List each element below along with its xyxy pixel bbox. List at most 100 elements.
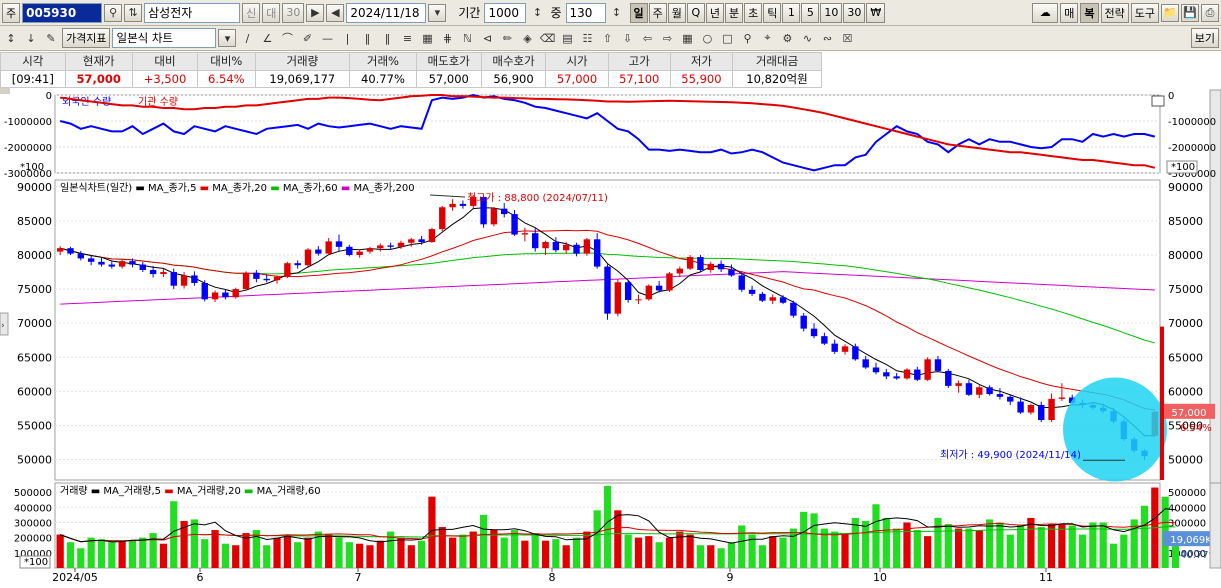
scale-label-box — [1166, 160, 1198, 174]
edit-icon[interactable]: ✎ — [46, 31, 56, 45]
period-button-minute[interactable]: 분 — [725, 2, 744, 23]
multi-button[interactable]: 복 — [1080, 2, 1099, 23]
period-button-quarter[interactable]: Q — [686, 2, 705, 23]
y-tick-label: 0 — [46, 91, 52, 102]
zoom-icon[interactable]: ⚲ — [743, 31, 752, 45]
period-button-year[interactable]: 년 — [705, 2, 725, 23]
circle-icon[interactable]: ○ — [702, 31, 713, 45]
view-button[interactable]: 보기 — [1190, 28, 1219, 48]
period-button-month[interactable]: 월 — [667, 2, 686, 23]
interval-button-5[interactable]: 5 — [801, 2, 820, 23]
drawing-toolbar: ↕ ↓ ✎ 가격지표 일본식 차트 ▾ ∕ ∠ ⌒ ✐ — | ‖ ‖ ≡ ▦ … — [0, 26, 1221, 51]
chart-type-select[interactable]: 일본식 차트 — [112, 28, 217, 48]
down-arrow-icon[interactable]: ↓ — [26, 31, 36, 45]
color-icon[interactable]: ◈ — [523, 31, 532, 45]
volume-bar — [820, 528, 828, 568]
market-type-button[interactable]: 주 — [2, 2, 21, 23]
candle-body — [129, 261, 136, 265]
credit-button[interactable]: 신 — [242, 2, 261, 23]
sort-icon[interactable]: ⇅ — [124, 3, 143, 22]
fibonacci-retracement-icon[interactable]: ≡ — [402, 31, 413, 45]
candle-body — [852, 346, 859, 360]
tools-button[interactable]: 도구 — [1130, 2, 1159, 23]
up-down-icon[interactable]: ↕ — [6, 31, 16, 45]
candle-body — [294, 263, 301, 266]
calendar-dropdown-icon[interactable]: ▾ — [428, 3, 447, 22]
candle-body — [98, 261, 105, 265]
candle-body — [562, 244, 570, 251]
change-pct-label: 6.54% — [1180, 423, 1212, 434]
chevron-down-icon[interactable]: ▾ — [218, 29, 237, 47]
period-button-tick[interactable]: 틱 — [763, 2, 782, 23]
volume-bar — [800, 511, 808, 568]
speed-lines-icon[interactable]: ℕ — [463, 31, 472, 45]
legend-title: 거래량 — [60, 485, 91, 497]
text-box-icon[interactable]: ▦ — [682, 31, 693, 45]
text-icon[interactable]: ☷ — [582, 31, 593, 45]
arrow-left-icon[interactable]: ⇦ — [642, 31, 653, 45]
date-field[interactable]: 2024/11/18 — [346, 2, 427, 23]
loan-button[interactable]: 대 — [262, 2, 281, 23]
angle-line-icon[interactable]: ∠ — [262, 31, 273, 45]
interval-button-1[interactable]: 1 — [782, 2, 801, 23]
interval-button-30[interactable]: 30 — [843, 2, 866, 23]
prev-stock-icon[interactable]: ◀ — [326, 3, 345, 22]
count-input[interactable]: 130 — [565, 2, 606, 23]
currency-button[interactable]: ₩ — [866, 2, 886, 23]
arrow-up-icon[interactable]: ⇧ — [602, 31, 613, 45]
interval-button-10[interactable]: 10 — [820, 2, 843, 23]
high-price-label: 최고가 : 88,800 (2024/07/11) — [467, 192, 608, 204]
arrow-down-icon[interactable]: ⇩ — [622, 31, 633, 45]
cycle-lines-icon[interactable]: ‖ — [364, 31, 371, 45]
y-tick-label: 80000 — [1168, 249, 1203, 262]
parallel-lines-icon[interactable]: ⋕ — [442, 31, 453, 45]
volume-bar — [831, 531, 839, 568]
search-icon[interactable]: ⚲ — [104, 3, 123, 22]
trend-line-icon[interactable]: ∕ — [245, 31, 250, 45]
pen-icon[interactable]: ✏ — [502, 31, 513, 45]
candle-body — [501, 208, 508, 215]
eraser-icon[interactable]: ⌫ — [539, 31, 556, 45]
strategy-button[interactable]: 전략 — [1100, 2, 1129, 23]
stock-chart[interactable]: › 0 0 -1000000 -1000000 -2000000 -2000000 -3000… — [0, 88, 1221, 588]
clear-icon[interactable]: ☒ — [842, 31, 853, 45]
folder-icon[interactable]: 📁 — [1161, 3, 1179, 22]
stock-code-input[interactable]: 005930 — [22, 2, 103, 23]
period-button-day[interactable]: 일 — [629, 2, 648, 23]
arc-icon[interactable]: ⌒ — [281, 32, 293, 45]
wave-icon[interactable]: ∿ — [802, 31, 813, 45]
next-stock-icon[interactable]: ▶ — [306, 3, 325, 22]
vertical-line-icon[interactable]: | — [345, 31, 350, 45]
gann-grid-icon[interactable]: ▦ — [422, 31, 433, 45]
gann-fan-icon[interactable]: ⊲ — [482, 31, 493, 45]
candle-body — [149, 270, 157, 275]
save-icon[interactable]: 💾 — [1181, 3, 1199, 22]
horizontal-line-icon[interactable]: — — [321, 31, 333, 45]
rectangle-icon[interactable]: □ — [722, 31, 733, 45]
margin-button[interactable]: 30 — [282, 2, 305, 23]
fibonacci-time-icon[interactable]: ‖ — [384, 31, 391, 45]
quote-header: 매도호가 — [415, 52, 482, 71]
buy-sell-button[interactable]: 매 — [1060, 2, 1079, 23]
candle-body — [686, 257, 694, 269]
pattern-icon[interactable]: ∾ — [822, 31, 833, 45]
legend-swatch: ▬ — [270, 183, 279, 194]
low-price-label: 최저가 : 49,900 (2024/11/14) — [940, 449, 1081, 461]
note-icon[interactable]: ▤ — [562, 31, 573, 45]
period-button-second[interactable]: 초 — [744, 2, 763, 23]
candle-body — [934, 359, 942, 371]
spin-icon[interactable]: ↕ — [611, 6, 622, 19]
price-change-pct: 6.54% — [197, 69, 256, 88]
settings-icon[interactable]: ⚙ — [782, 31, 793, 45]
spin-icon[interactable]: ↕ — [532, 6, 543, 19]
cloud-icon[interactable]: ☁ — [1032, 2, 1059, 23]
fan-icon[interactable]: ✐ — [302, 31, 313, 45]
arrow-right-icon[interactable]: ⇨ — [662, 31, 673, 45]
y-tick-label: 60000 — [17, 385, 52, 398]
candle-body — [821, 336, 828, 344]
crosshair-icon[interactable]: ⌖ — [764, 31, 771, 44]
price-indicator-button[interactable]: 가격지표 — [62, 28, 111, 48]
period-input[interactable]: 1000 — [484, 2, 527, 23]
period-button-week[interactable]: 주 — [648, 2, 667, 23]
print-icon[interactable]: ⎙ — [1201, 3, 1219, 22]
